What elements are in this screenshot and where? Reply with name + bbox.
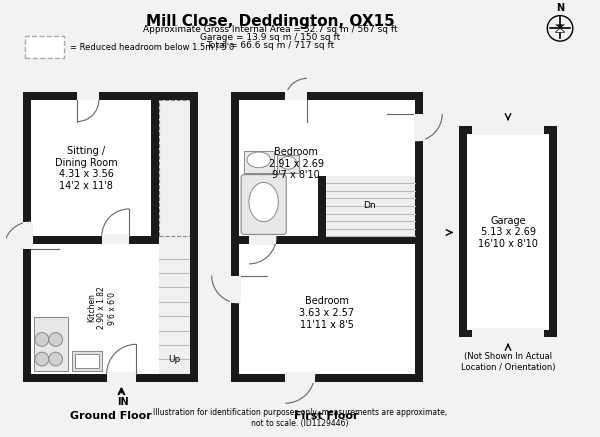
- Text: (Not Shown In Actual
Location / Orientation): (Not Shown In Actual Location / Orientat…: [461, 352, 555, 371]
- FancyBboxPatch shape: [241, 174, 286, 234]
- Bar: [459, 126, 557, 337]
- Bar: [25, 36, 64, 58]
- Bar: [75, 354, 99, 368]
- Bar: [326, 176, 415, 236]
- Circle shape: [49, 352, 62, 366]
- Bar: [285, 90, 307, 100]
- Bar: [34, 317, 68, 371]
- Polygon shape: [555, 24, 565, 28]
- Ellipse shape: [280, 156, 296, 169]
- Bar: [232, 92, 422, 100]
- Text: Total = 66.6 sq m / 717 sq ft: Total = 66.6 sq m / 717 sq ft: [206, 41, 335, 50]
- Bar: [317, 176, 326, 244]
- Text: Garage = 13.9 sq m / 150 sq ft: Garage = 13.9 sq m / 150 sq ft: [200, 33, 341, 42]
- Bar: [285, 372, 315, 383]
- Bar: [158, 100, 190, 374]
- Bar: [244, 151, 274, 173]
- Bar: [230, 276, 241, 303]
- Bar: [23, 92, 198, 382]
- Bar: [472, 125, 544, 135]
- Text: Kitchen
2.90 x 1.82
9'6 x 6'0: Kitchen 2.90 x 1.82 9'6 x 6'0: [87, 287, 116, 329]
- Bar: [232, 92, 422, 382]
- Bar: [414, 114, 425, 141]
- Bar: [239, 236, 415, 244]
- Bar: [414, 114, 424, 141]
- Bar: [23, 222, 33, 249]
- Bar: [190, 92, 198, 382]
- Bar: [472, 329, 544, 339]
- Ellipse shape: [247, 152, 271, 168]
- Bar: [459, 329, 557, 337]
- Bar: [249, 236, 277, 245]
- Bar: [277, 155, 299, 173]
- Bar: [23, 92, 198, 100]
- Text: IN: IN: [118, 397, 129, 407]
- Bar: [232, 92, 239, 382]
- Bar: [415, 92, 422, 382]
- Bar: [151, 92, 158, 244]
- Text: Mill Close, Deddington, OX15: Mill Close, Deddington, OX15: [146, 14, 395, 29]
- Text: N: N: [556, 3, 564, 13]
- Text: Illustration for identification purposes only, measurements are approximate,
not: Illustration for identification purposes…: [153, 408, 447, 428]
- Bar: [232, 374, 422, 382]
- Bar: [107, 373, 136, 383]
- Bar: [317, 176, 326, 244]
- Bar: [23, 222, 32, 249]
- Bar: [23, 374, 198, 382]
- Bar: [285, 90, 307, 100]
- Text: Bedroom
3.63 x 2.57
11'11 x 8'5: Bedroom 3.63 x 2.57 11'11 x 8'5: [299, 296, 354, 329]
- Bar: [158, 100, 190, 236]
- Polygon shape: [555, 28, 565, 32]
- Bar: [230, 276, 240, 303]
- Bar: [549, 126, 557, 337]
- Bar: [285, 372, 315, 384]
- Bar: [249, 236, 277, 244]
- Bar: [31, 236, 151, 244]
- Text: Bedroom
2.91 x 2.69
9'7 x 8'10: Bedroom 2.91 x 2.69 9'7 x 8'10: [269, 147, 323, 180]
- Text: Dn: Dn: [364, 201, 376, 211]
- Circle shape: [35, 352, 49, 366]
- Bar: [151, 92, 158, 244]
- Bar: [102, 234, 129, 244]
- Bar: [77, 90, 99, 100]
- Bar: [239, 236, 415, 244]
- Bar: [472, 328, 544, 339]
- Ellipse shape: [249, 182, 278, 222]
- Text: Sitting /
Dining Room
4.31 x 3.56
14'2 x 11'8: Sitting / Dining Room 4.31 x 3.56 14'2 x…: [55, 146, 118, 191]
- Bar: [239, 100, 415, 374]
- Bar: [31, 100, 190, 374]
- Bar: [467, 134, 549, 329]
- Bar: [73, 351, 102, 371]
- Bar: [472, 125, 544, 134]
- Text: Ground Floor: Ground Floor: [70, 411, 151, 421]
- Bar: [107, 372, 136, 384]
- Circle shape: [49, 333, 62, 346]
- Bar: [102, 236, 129, 244]
- Text: Garage
5.13 x 2.69
16'10 x 8'10: Garage 5.13 x 2.69 16'10 x 8'10: [478, 216, 538, 249]
- Bar: [459, 126, 557, 134]
- Circle shape: [35, 333, 49, 346]
- Text: First Floor: First Floor: [294, 411, 359, 421]
- Bar: [459, 126, 467, 337]
- Text: Approximate Gross Internal Area = 52.7 sq m / 567 sq ft: Approximate Gross Internal Area = 52.7 s…: [143, 25, 398, 35]
- Bar: [23, 92, 31, 382]
- Text: = Reduced headroom below 1.5m / 5'0: = Reduced headroom below 1.5m / 5'0: [70, 42, 235, 52]
- Bar: [77, 91, 99, 100]
- Bar: [31, 236, 151, 244]
- Text: Up: Up: [168, 354, 181, 364]
